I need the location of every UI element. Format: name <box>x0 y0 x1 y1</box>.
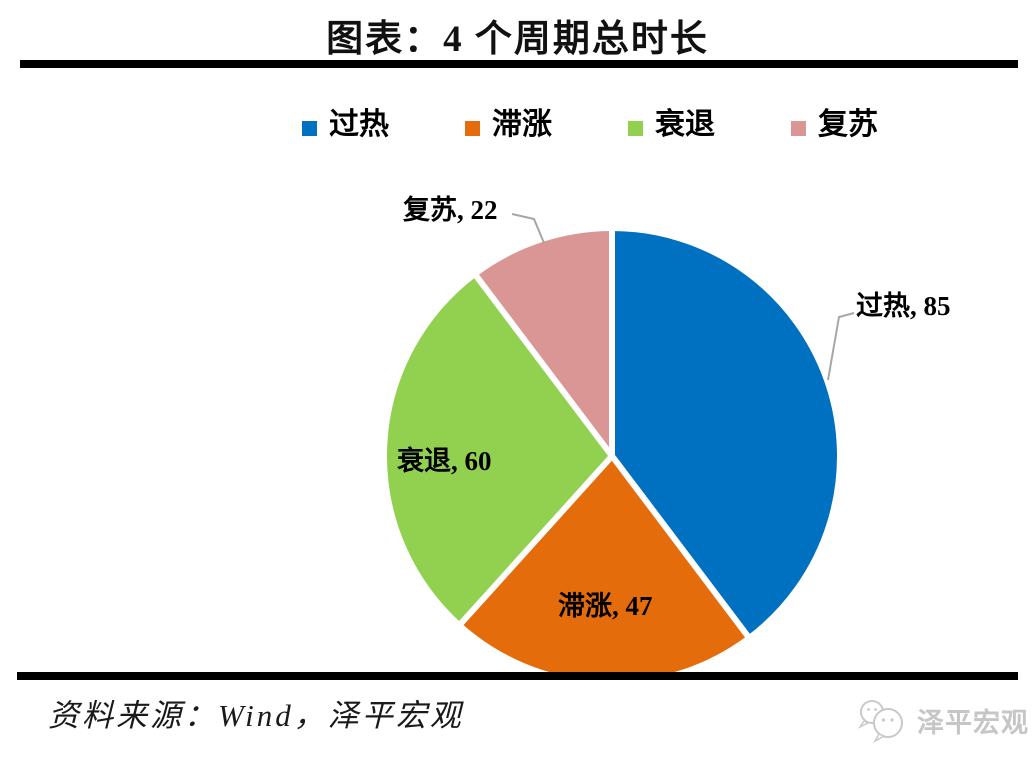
legend-label-fusu: 复苏 <box>818 108 878 141</box>
title-divider <box>20 60 1018 68</box>
legend-label-zhizhang: 滞涨 <box>492 108 552 141</box>
slice-label-shuaitui: 衰退, 60 <box>397 446 492 476</box>
legend-item-fusu: 复苏 <box>791 110 878 140</box>
legend-swatch-fusu <box>791 120 806 136</box>
brand-label: 泽平宏观 <box>917 707 1029 738</box>
leader-line-fusu <box>511 213 545 244</box>
footer-divider <box>17 672 1018 680</box>
legend-swatch-shuaitui <box>628 120 643 136</box>
legend: 过热 滞涨 衰退 复苏 <box>302 110 878 140</box>
legend-swatch-guore <box>302 120 317 136</box>
legend-item-shuaitui: 衰退 <box>628 110 715 140</box>
legend-item-guore: 过热 <box>302 110 389 140</box>
wechat-icon <box>857 700 903 743</box>
source-text: 资料来源：Wind，泽平宏观 <box>48 698 464 733</box>
legend-label-shuaitui: 衰退 <box>655 108 715 141</box>
brand-watermark: 泽平宏观 <box>855 696 1029 744</box>
chart-title: 图表：4 个周期总时长 <box>326 19 709 60</box>
leader-line-guore <box>827 312 855 381</box>
legend-item-zhizhang: 滞涨 <box>465 110 552 140</box>
pie-slice-过热 <box>609 225 843 642</box>
footer-area: 资料来源：Wind，泽平宏观 泽平宏观 <box>0 680 1035 769</box>
slice-label-guore: 过热, 85 <box>856 291 951 321</box>
legend-swatch-zhizhang <box>465 120 480 136</box>
slice-label-zhizhang: 滞涨, 47 <box>558 591 653 621</box>
slice-label-fusu: 复苏, 22 <box>403 195 498 225</box>
pie-slice-复苏 <box>471 225 615 459</box>
legend-label-guore: 过热 <box>329 108 389 141</box>
pie-slice-衰退 <box>381 270 615 629</box>
